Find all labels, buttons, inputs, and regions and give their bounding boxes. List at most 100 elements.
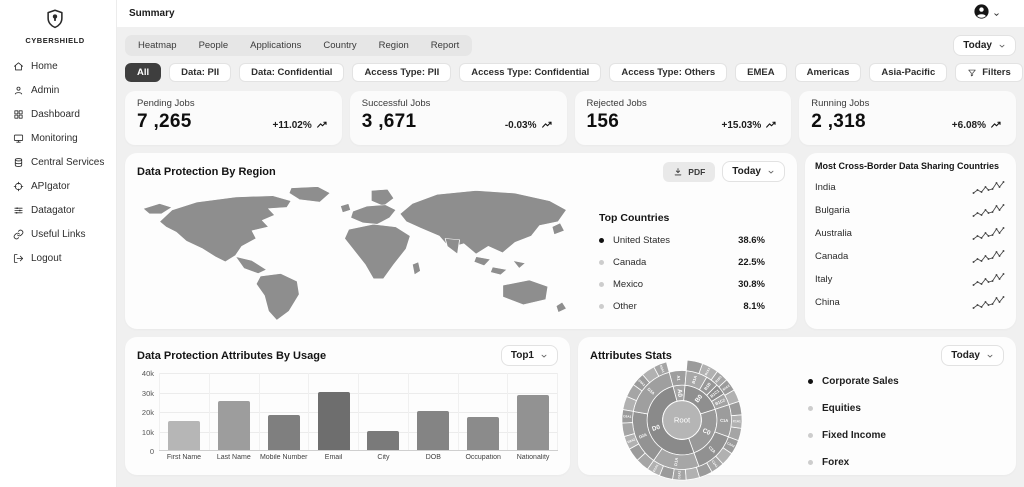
sidebar-item-admin[interactable]: Admin <box>13 85 116 96</box>
bar-email <box>318 392 350 451</box>
stat-delta-value: -0.03% <box>505 120 537 131</box>
bar-column-last-name <box>210 373 260 450</box>
tab-heatmap[interactable]: Heatmap <box>128 38 187 53</box>
map-panel-body: Top Countries United States38.6%Canada22… <box>137 182 785 330</box>
chip-emea[interactable]: EMEA <box>735 63 786 82</box>
chip-label: EMEA <box>747 67 774 78</box>
map-landmass <box>556 302 566 312</box>
sidebar-item-label: Central Services <box>31 157 104 168</box>
bullet-icon <box>808 433 813 438</box>
x-tick-label: Mobile Number <box>259 454 309 461</box>
sidebar-item-logout[interactable]: Logout <box>13 253 116 264</box>
bar-chart-plot <box>159 373 558 451</box>
cross-border-row-china: China <box>815 291 1006 314</box>
chip-access-type-confidential[interactable]: Access Type: Confidential <box>459 63 601 82</box>
sidebar-item-label: Useful Links <box>31 229 85 240</box>
stat-label: Rejected Jobs <box>587 98 780 109</box>
country-name: Canada <box>815 251 848 262</box>
bar-column-city <box>359 373 409 450</box>
sidebar-item-apigator[interactable]: APIgator <box>13 181 116 192</box>
chip-asia-pacific[interactable]: Asia-Pacific <box>869 63 947 82</box>
chevron-down-icon <box>540 352 548 360</box>
bar-chart-plot-wrap: First NameLast NameMobile NumberEmailCit… <box>159 373 558 461</box>
chip-label: Data: PII <box>181 67 219 78</box>
brand-logo: CYBERSHIELD <box>13 8 97 45</box>
user-menu[interactable] <box>973 3 1000 25</box>
cross-border-row-italy: Italy <box>815 268 1006 291</box>
export-pdf-button[interactable]: PDF <box>663 162 715 182</box>
top-n-filter[interactable]: Top1 <box>501 345 558 366</box>
top-countries: Top Countries United States38.6%Canada22… <box>589 182 765 330</box>
tab-people[interactable]: People <box>189 38 239 53</box>
sidebar-item-central-services[interactable]: Central Services <box>13 157 116 168</box>
sidebar-item-label: Home <box>31 61 58 72</box>
chip-access-type-pii[interactable]: Access Type: PII <box>352 63 451 82</box>
bottom-panels-row: Data Protection Attributes By Usage Top1… <box>125 337 1016 475</box>
sidebar-item-label: Admin <box>31 85 59 96</box>
country-name: Australia <box>815 228 852 239</box>
topbar: Summary <box>117 0 1024 27</box>
stat-delta-value: +6.08% <box>952 120 986 131</box>
stat-delta: -0.03% <box>505 119 554 132</box>
stat-label: Running Jobs <box>811 98 1004 109</box>
chip-access-type-others[interactable]: Access Type: Others <box>609 63 727 82</box>
map-landmass <box>256 274 299 321</box>
map-landmass <box>160 196 291 262</box>
chip-data-pii[interactable]: Data: PII <box>169 63 231 82</box>
sidebar-item-dashboard[interactable]: Dashboard <box>13 109 116 120</box>
x-tick-label: City <box>359 454 409 461</box>
chip-all[interactable]: All <box>125 63 161 82</box>
country-name: Bulgaria <box>815 205 850 216</box>
tab-report[interactable]: Report <box>421 38 470 53</box>
sidebar-item-label: Dashboard <box>31 109 80 120</box>
legend-label: Forex <box>822 457 849 468</box>
y-tick-label: 20k <box>142 408 154 417</box>
map-date-filter[interactable]: Today <box>722 161 785 182</box>
tab-country[interactable]: Country <box>313 38 366 53</box>
stat-card-rejected-jobs: Rejected Jobs156+15.03% <box>575 91 792 145</box>
bar-occupation <box>467 417 499 450</box>
attributes-legend: Corporate SalesEquitiesFixed IncomeForex <box>808 376 899 468</box>
legend-item-equities: Equities <box>808 403 899 414</box>
bullet-icon <box>599 260 604 265</box>
sunburst-label: C1A <box>720 417 728 422</box>
bar-city <box>367 431 399 451</box>
chip-americas[interactable]: Americas <box>795 63 862 82</box>
filters-button[interactable]: Filters <box>955 63 1023 82</box>
tab-region[interactable]: Region <box>369 38 419 53</box>
sidebar-item-label: Datagator <box>31 205 75 216</box>
country-name: India <box>815 182 836 193</box>
bullet-icon <box>599 304 604 309</box>
chip-label: Data: Confidential <box>251 67 332 78</box>
chip-data-confidential[interactable]: Data: Confidential <box>239 63 344 82</box>
global-date-filter[interactable]: Today <box>953 35 1016 56</box>
top-country-mexico: Mexico30.8% <box>599 279 765 290</box>
chevron-down-icon <box>993 5 1000 23</box>
sparkline-chart <box>972 295 1006 310</box>
world-map <box>137 184 589 330</box>
bar-first-name <box>168 421 200 450</box>
download-icon <box>673 167 683 177</box>
brand-name: CYBERSHIELD <box>13 36 97 45</box>
country-name: United States <box>613 235 670 246</box>
tab-applications[interactable]: Applications <box>240 38 311 53</box>
sunburst-root-label: Root <box>674 415 691 424</box>
map-date-filter-label: Today <box>732 166 761 177</box>
link-icon <box>13 229 24 240</box>
sidebar-item-datagator[interactable]: Datagator <box>13 205 116 216</box>
attr-date-filter[interactable]: Today <box>941 345 1004 366</box>
x-tick-label: First Name <box>159 454 209 461</box>
map-landmass <box>503 280 548 305</box>
attributes-stats-panel: Attributes Stats Today A0B0C0D0A1B1AB1BB… <box>578 337 1016 475</box>
sidebar-item-useful-links[interactable]: Useful Links <box>13 229 116 240</box>
stat-card-successful-jobs: Successful Jobs3 ,671-0.03% <box>350 91 567 145</box>
sidebar-item-home[interactable]: Home <box>13 61 116 72</box>
page-title: Summary <box>129 8 175 19</box>
sidebar-item-monitoring[interactable]: Monitoring <box>13 133 116 144</box>
x-tick-label: Email <box>309 454 359 461</box>
sidebar-item-label: Logout <box>31 253 62 264</box>
chip-label: Access Type: Others <box>621 67 715 78</box>
chip-label: All <box>137 67 149 78</box>
middle-panels-row: Data Protection By Region PDF Today <box>125 153 1016 329</box>
sunburst-chart: A0B0C0D0A1B1AB1BB1C1B1C2C1AC2AD1AD2AD3AB… <box>618 356 746 487</box>
